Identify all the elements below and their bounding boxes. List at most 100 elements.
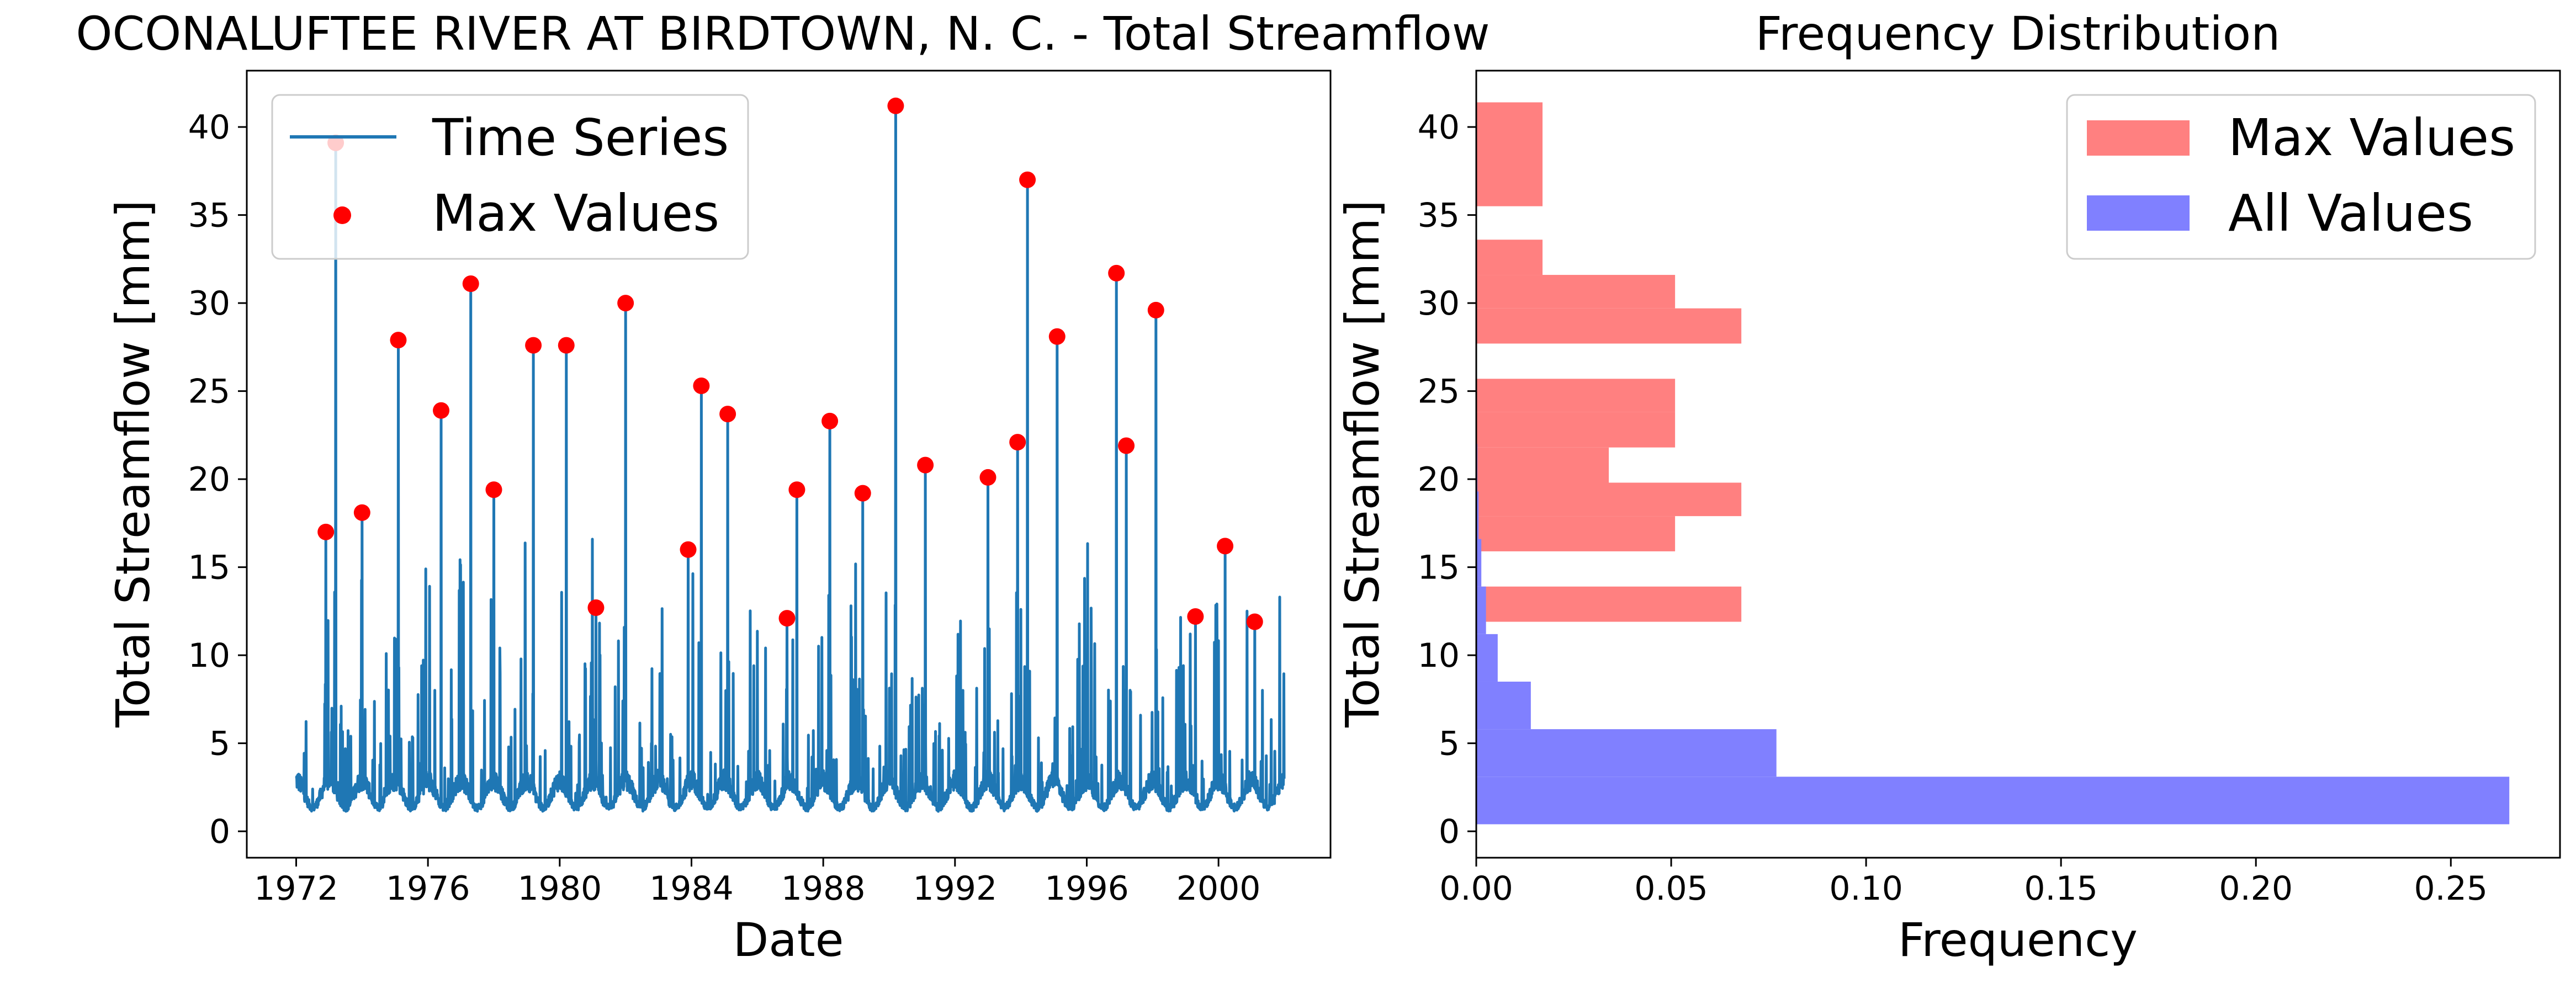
all-values-bar xyxy=(1476,777,2510,825)
max-value-point xyxy=(887,97,904,114)
legend: Max Values All Values xyxy=(2066,94,2536,260)
x-tick-label: 1988 xyxy=(781,869,866,908)
frequency-chart: Frequency Distribution 0.00 0.05 0.10 0.15 0… xyxy=(1335,7,2561,967)
max-value-point xyxy=(778,610,796,627)
y-tick-label: 10 xyxy=(1418,636,1460,675)
y-tick-label: 20 xyxy=(188,460,230,499)
plot-area xyxy=(295,97,1286,813)
max-value-point xyxy=(1009,434,1026,451)
max-value-point xyxy=(788,481,805,498)
max-value-point xyxy=(1217,538,1234,555)
y-axis-label: Total Streamflow [mm] xyxy=(1335,200,1390,728)
x-tick-label: 1980 xyxy=(517,869,602,908)
y-tick-label: 25 xyxy=(1418,373,1460,411)
all-values-bar xyxy=(1476,634,1498,682)
x-axis: 1972 1976 1980 1984 1988 1992 1996 2000 xyxy=(254,858,1260,908)
max-value-point xyxy=(854,485,871,502)
all-values-bar xyxy=(1476,491,1479,539)
x-tick-label: 1972 xyxy=(254,869,338,908)
max-values-bar xyxy=(1476,240,1543,275)
y-axis-label: Total Streamflow [mm] xyxy=(106,200,160,728)
max-value-point xyxy=(821,412,839,429)
max-values-bar xyxy=(1476,447,1609,483)
all-values-bar xyxy=(1476,729,1777,777)
max-values-bar xyxy=(1476,102,1543,206)
all-values-bar xyxy=(1476,586,1486,634)
legend-label: All Values xyxy=(2228,184,2473,243)
y-tick-label: 35 xyxy=(188,196,230,235)
y-tick-label: 10 xyxy=(188,636,230,675)
y-tick-label: 5 xyxy=(1439,725,1460,763)
plot-frame xyxy=(246,70,1332,859)
x-tick-label: 0.15 xyxy=(2024,869,2098,908)
y-tick-label: 40 xyxy=(1418,108,1460,147)
max-value-point xyxy=(317,523,335,540)
max-value-point xyxy=(1019,171,1036,188)
plot-area xyxy=(1476,102,2510,825)
y-tick-label: 30 xyxy=(1418,284,1460,323)
y-tick-label: 0 xyxy=(1439,812,1460,851)
x-tick-label: 0.05 xyxy=(1634,869,1708,908)
max-values-bar xyxy=(1476,586,1742,622)
y-tick-label: 35 xyxy=(1418,196,1460,235)
x-tick-label: 0.00 xyxy=(1439,869,1513,908)
y-tick-label: 30 xyxy=(188,284,230,323)
x-tick-label: 1996 xyxy=(1045,869,1129,908)
y-axis: 0 5 10 15 20 25 30 35 40 xyxy=(1418,108,1476,851)
max-values-bar xyxy=(1476,379,1676,412)
legend: Time Series Max Values xyxy=(271,94,749,260)
y-tick-label: 20 xyxy=(1418,460,1460,499)
y-tick-label: 15 xyxy=(188,549,230,587)
x-axis-label: Date xyxy=(733,913,844,967)
legend-label: Time Series xyxy=(432,108,729,167)
time-series-chart: OCONALUFTEE RIVER AT BIRDTOWN, N. C. - T… xyxy=(76,7,1490,967)
max-value-point xyxy=(979,469,997,486)
max-value-point xyxy=(1118,437,1135,454)
max-value-point xyxy=(1108,264,1125,281)
max-value-point xyxy=(1147,301,1164,318)
max-value-point xyxy=(433,402,450,419)
y-tick-label: 40 xyxy=(188,108,230,147)
y-tick-label: 25 xyxy=(188,373,230,411)
max-values-bar xyxy=(1476,412,1676,448)
y-tick-label: 5 xyxy=(209,725,230,763)
x-tick-label: 0.20 xyxy=(2219,869,2293,908)
max-value-point xyxy=(525,337,542,354)
max-values-bar xyxy=(1476,482,1742,517)
legend-label: Max Values xyxy=(2228,108,2515,167)
legend-swatch xyxy=(2087,120,2190,156)
max-value-point xyxy=(917,456,934,474)
max-value-point xyxy=(617,295,634,312)
max-values-bar xyxy=(1476,275,1676,309)
max-value-point xyxy=(390,332,407,349)
max-value-point xyxy=(587,599,605,616)
legend-marker-swatch xyxy=(333,206,351,224)
time-series-line xyxy=(295,104,1286,813)
legend-swatch xyxy=(2087,195,2190,231)
x-tick-label: 1984 xyxy=(649,869,734,908)
max-value-point xyxy=(719,406,736,423)
max-value-point xyxy=(462,275,479,293)
max-value-point xyxy=(485,481,502,498)
x-tick-label: 2000 xyxy=(1176,869,1261,908)
max-value-point xyxy=(680,541,697,558)
x-tick-label: 1992 xyxy=(913,869,997,908)
max-value-point xyxy=(693,378,710,395)
max-value-point xyxy=(1187,608,1204,625)
x-tick-label: 0.25 xyxy=(2414,869,2488,908)
y-tick-label: 0 xyxy=(209,812,230,851)
legend-label: Max Values xyxy=(432,184,719,243)
x-tick-label: 0.10 xyxy=(1829,869,1903,908)
x-axis-label: Frequency xyxy=(1898,913,2138,967)
chart-title: Frequency Distribution xyxy=(1756,7,2281,61)
max-value-point xyxy=(1048,328,1066,345)
max-value-point xyxy=(558,337,575,354)
plot-frame xyxy=(1475,70,2561,859)
chart-title: OCONALUFTEE RIVER AT BIRDTOWN, N. C. - T… xyxy=(76,7,1490,61)
x-axis: 0.00 0.05 0.10 0.15 0.20 0.25 xyxy=(1439,858,2488,908)
max-value-point xyxy=(1246,613,1263,630)
x-tick-label: 1976 xyxy=(386,869,470,908)
all-values-bar xyxy=(1476,681,1531,730)
max-values-bar xyxy=(1476,308,1742,344)
